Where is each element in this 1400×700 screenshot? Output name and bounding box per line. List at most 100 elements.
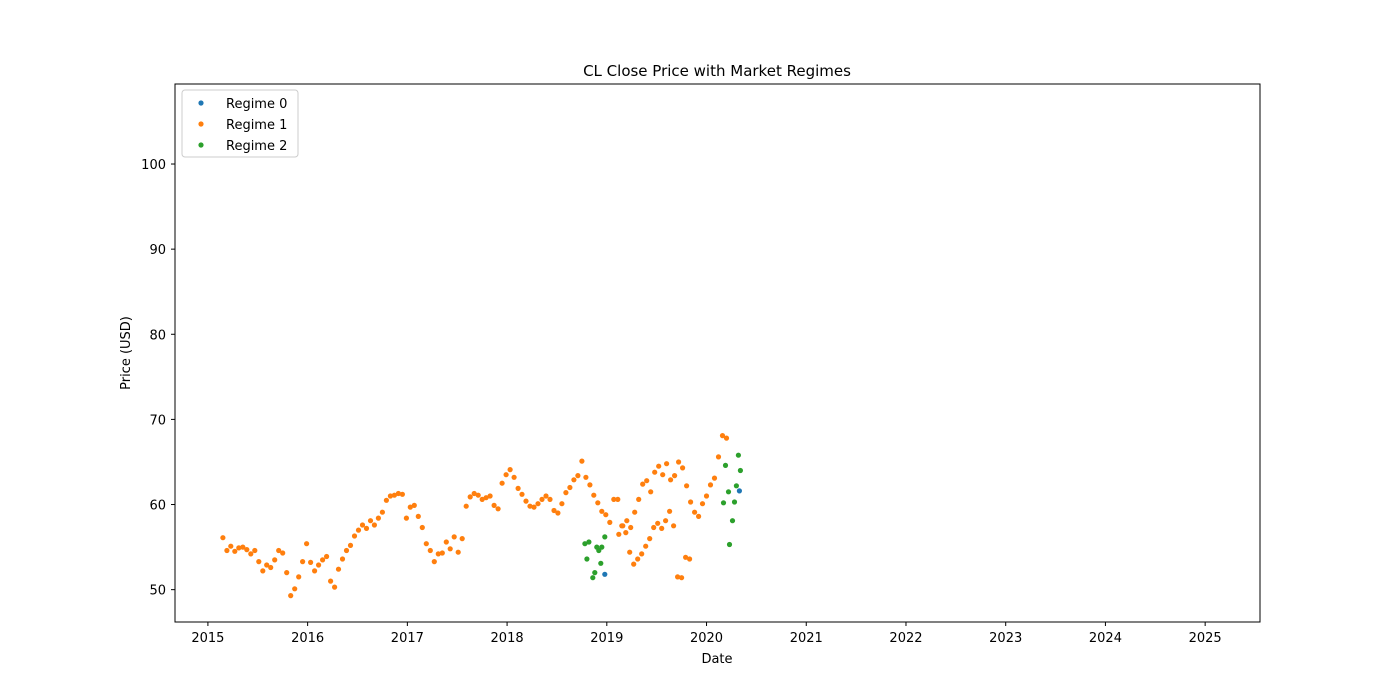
data-point bbox=[726, 541, 733, 548]
y-tick-label: 70 bbox=[149, 413, 166, 428]
data-point bbox=[598, 560, 604, 566]
data-point bbox=[475, 492, 481, 498]
data-point bbox=[236, 545, 242, 551]
x-tick-label: 2021 bbox=[790, 631, 823, 646]
data-point bbox=[647, 536, 653, 542]
data-point bbox=[715, 454, 722, 460]
data-point bbox=[316, 562, 322, 568]
data-point bbox=[635, 556, 641, 562]
legend: Regime 0 Regime 1 Regime 2 bbox=[181, 89, 299, 158]
data-point bbox=[435, 551, 441, 557]
y-tick-label: 50 bbox=[149, 584, 166, 599]
data-point bbox=[459, 536, 465, 542]
legend-label: Regime 0 bbox=[226, 97, 287, 112]
y-ticks: 50 60 70 80 90 100 bbox=[141, 158, 175, 599]
data-point bbox=[731, 499, 738, 505]
data-point bbox=[736, 488, 743, 494]
data-point bbox=[567, 484, 573, 491]
data-point bbox=[272, 557, 278, 563]
data-point bbox=[628, 524, 634, 531]
chart-title: CL Close Price with Market Regimes bbox=[583, 62, 851, 80]
data-point bbox=[615, 496, 621, 502]
data-point bbox=[668, 477, 674, 483]
data-point bbox=[559, 501, 565, 507]
data-point bbox=[586, 539, 592, 545]
data-point bbox=[590, 575, 596, 581]
data-point bbox=[582, 541, 588, 547]
data-point bbox=[735, 452, 742, 458]
data-point bbox=[463, 503, 469, 509]
data-point bbox=[288, 593, 294, 599]
data-point bbox=[328, 578, 334, 584]
data-point bbox=[592, 570, 598, 576]
y-axis-label: Price (USD) bbox=[119, 316, 134, 390]
data-point bbox=[507, 467, 513, 473]
data-point bbox=[696, 513, 702, 520]
data-point bbox=[672, 473, 678, 479]
data-point bbox=[547, 496, 553, 502]
data-point bbox=[603, 512, 609, 518]
data-point bbox=[268, 564, 274, 571]
data-point bbox=[252, 547, 258, 554]
x-tick-label: 2020 bbox=[690, 631, 723, 646]
data-point bbox=[276, 547, 282, 554]
data-point bbox=[624, 518, 630, 524]
data-point bbox=[399, 491, 405, 497]
data-point bbox=[479, 496, 485, 502]
data-point bbox=[300, 559, 306, 565]
data-point bbox=[555, 510, 561, 516]
data-point bbox=[595, 500, 601, 506]
data-point bbox=[312, 568, 318, 574]
data-point bbox=[367, 518, 374, 524]
data-point bbox=[423, 541, 429, 547]
data-point bbox=[483, 495, 489, 501]
data-point bbox=[722, 462, 729, 468]
data-point bbox=[707, 482, 714, 488]
data-point bbox=[687, 556, 693, 562]
data-point bbox=[515, 485, 521, 491]
y-tick-label: 90 bbox=[149, 243, 166, 258]
data-point bbox=[599, 508, 605, 514]
data-point bbox=[711, 475, 718, 481]
data-point bbox=[607, 519, 613, 526]
data-point bbox=[611, 496, 617, 502]
x-tick-label: 2017 bbox=[391, 631, 424, 646]
data-point bbox=[427, 547, 433, 554]
data-point bbox=[284, 570, 290, 576]
data-point bbox=[335, 566, 342, 572]
data-point bbox=[660, 472, 666, 478]
data-point bbox=[491, 502, 497, 508]
data-point bbox=[324, 553, 330, 560]
data-point bbox=[495, 506, 501, 512]
data-point bbox=[583, 474, 589, 480]
data-point bbox=[339, 556, 346, 562]
data-point bbox=[602, 571, 608, 577]
data-point bbox=[431, 559, 437, 565]
data-point bbox=[636, 496, 642, 502]
data-point bbox=[244, 547, 250, 553]
x-tick-label: 2015 bbox=[191, 631, 224, 646]
data-point bbox=[719, 433, 726, 439]
data-point bbox=[531, 504, 537, 510]
data-point bbox=[220, 535, 226, 541]
data-point bbox=[667, 508, 673, 514]
data-point bbox=[296, 574, 302, 580]
data-point bbox=[596, 547, 602, 554]
data-point bbox=[332, 584, 338, 590]
data-point bbox=[563, 490, 569, 496]
data-point bbox=[224, 547, 230, 554]
data-point bbox=[387, 493, 393, 499]
data-point bbox=[703, 493, 710, 499]
data-point bbox=[684, 483, 690, 489]
data-point bbox=[455, 549, 461, 555]
data-point bbox=[363, 525, 370, 532]
data-point bbox=[643, 543, 649, 549]
x-ticks: 2015 2016 2017 2018 2019 2020 2021 2022 2023 2024… bbox=[191, 622, 1222, 646]
data-point bbox=[379, 509, 385, 515]
data-point bbox=[471, 490, 477, 497]
data-point bbox=[571, 477, 577, 483]
data-point bbox=[256, 559, 262, 565]
data-point bbox=[639, 551, 645, 557]
data-point bbox=[543, 493, 549, 499]
